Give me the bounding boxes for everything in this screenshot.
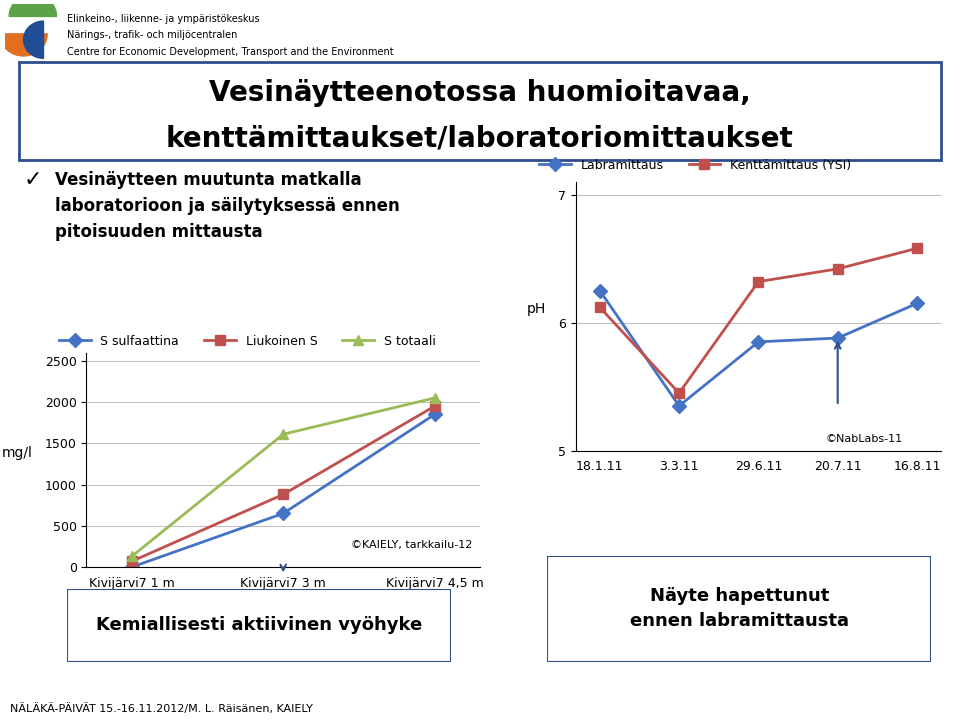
Liukoinen S xyxy=(126,557,137,566)
Kenttämittaus (YSI) xyxy=(911,244,923,253)
S totaali xyxy=(126,552,137,561)
Labramittaus xyxy=(911,299,923,308)
Text: Vesinäytteen muutunta matkalla
laboratorioon ja säilytyksessä ennen
pitoisuuden : Vesinäytteen muutunta matkalla laborator… xyxy=(55,171,399,241)
Wedge shape xyxy=(10,0,57,17)
Text: kenttämittaukset/laboratoriomittaukset: kenttämittaukset/laboratoriomittaukset xyxy=(166,124,794,153)
Line: S sulfaattina: S sulfaattina xyxy=(127,409,440,572)
Text: Vesinäytteenotossa huomioitavaa,: Vesinäytteenotossa huomioitavaa, xyxy=(209,79,751,107)
Y-axis label: pH: pH xyxy=(526,302,545,316)
Kenttämittaus (YSI) xyxy=(753,277,764,286)
FancyBboxPatch shape xyxy=(19,62,941,160)
S sulfaattina xyxy=(277,509,289,518)
Text: Näyte hapettunut
ennen labramittausta: Näyte hapettunut ennen labramittausta xyxy=(630,587,849,630)
S sulfaattina xyxy=(126,563,137,571)
FancyBboxPatch shape xyxy=(547,556,931,662)
Legend: S sulfaattina, Liukoinen S, S totaali: S sulfaattina, Liukoinen S, S totaali xyxy=(55,330,441,353)
Kenttämittaus (YSI) xyxy=(594,303,606,312)
S sulfaattina xyxy=(429,410,441,419)
Labramittaus xyxy=(673,401,684,410)
Kenttämittaus (YSI) xyxy=(673,389,684,398)
Text: Närings-, trafik- och miljöcentralen: Närings-, trafik- och miljöcentralen xyxy=(67,31,237,41)
Labramittaus xyxy=(832,334,844,342)
Text: Kemiallisesti aktiivinen vyöhyke: Kemiallisesti aktiivinen vyöhyke xyxy=(96,616,422,634)
Wedge shape xyxy=(0,34,47,56)
Labramittaus xyxy=(594,286,606,295)
Text: ©KAIELY, tarkkailu-12: ©KAIELY, tarkkailu-12 xyxy=(351,540,472,550)
Text: NÄLÄKÄ-PÄIVÄT 15.-16.11.2012/M. L. Räisänen, KAIELY: NÄLÄKÄ-PÄIVÄT 15.-16.11.2012/M. L. Räisä… xyxy=(10,703,312,715)
Legend: Labramittaus, Kenttämittaus (YSI): Labramittaus, Kenttämittaus (YSI) xyxy=(535,154,856,177)
FancyBboxPatch shape xyxy=(67,589,451,662)
S totaali xyxy=(277,430,289,438)
Line: S totaali: S totaali xyxy=(127,393,440,561)
Kenttämittaus (YSI) xyxy=(832,265,844,273)
Line: Labramittaus: Labramittaus xyxy=(595,286,922,411)
Text: ✓: ✓ xyxy=(24,171,42,190)
Labramittaus xyxy=(753,337,764,346)
Wedge shape xyxy=(24,21,43,58)
Line: Kenttämittaus (YSI): Kenttämittaus (YSI) xyxy=(595,244,922,398)
Line: Liukoinen S: Liukoinen S xyxy=(127,401,440,566)
Y-axis label: mg/l: mg/l xyxy=(2,446,33,459)
Text: Centre for Economic Development, Transport and the Environment: Centre for Economic Development, Transpo… xyxy=(67,47,394,57)
Liukoinen S xyxy=(429,402,441,411)
Text: Elinkeino-, liikenne- ja ympäristökeskus: Elinkeino-, liikenne- ja ympäristökeskus xyxy=(67,14,260,24)
Liukoinen S xyxy=(277,490,289,499)
S totaali xyxy=(429,393,441,402)
Text: ©NabLabs-11: ©NabLabs-11 xyxy=(826,434,903,443)
